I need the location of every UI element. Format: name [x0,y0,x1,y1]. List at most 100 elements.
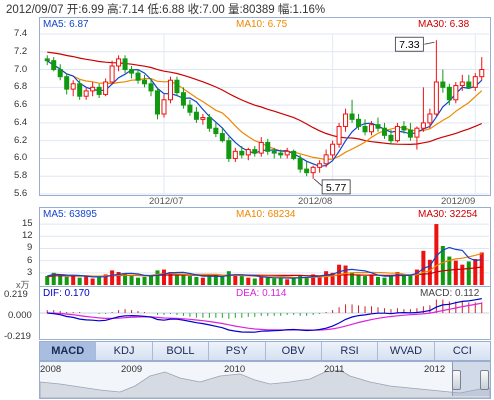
candle [368,121,375,136]
candle [388,130,394,145]
candle-body [356,118,362,127]
candle [109,60,115,84]
high-value: 7.14 [121,4,145,16]
candle-body [330,143,336,156]
volume-y-tick: 6 [27,254,33,266]
candle-body [148,83,154,92]
dif-label: DIF: 0.170 [43,288,90,299]
candle [129,66,135,79]
candle-body [232,150,238,159]
candle-body [427,113,433,124]
candle [142,74,148,88]
tab-macd[interactable]: MACD [40,342,97,360]
candle-body [362,125,368,133]
tab-wvad[interactable]: WVAD [378,342,435,360]
timeline-left-handle[interactable] [452,370,461,390]
volume-bar [123,273,128,285]
candle-body [51,60,57,71]
candle-body [70,83,76,90]
price-y-tick: 6.0 [14,152,28,164]
candle [472,73,478,91]
volume-bar [369,274,374,285]
volume-bar [252,278,257,285]
timeline-right-handle[interactable] [480,370,489,390]
candle-body [375,124,381,129]
volume-bar [330,272,335,285]
tab-boll[interactable]: BOLL [153,342,210,360]
x-tick-sep: 2012/09 [441,196,476,207]
candle-body [310,166,316,174]
volume-bar [434,224,439,285]
candle-body [258,141,264,154]
low-value: 6.88 [162,4,185,16]
candle [317,160,323,173]
low-marker-label: 5.77 [326,182,347,194]
candle-body [407,129,413,138]
candle-body [388,134,394,142]
candle [356,114,362,130]
volume-bar [84,276,89,285]
volume-bar [460,264,465,285]
tab-rsi[interactable]: RSI [322,342,379,360]
volume-bar [207,276,212,285]
macd-tick-bottom: -0.219 [4,331,31,342]
volume-bar [473,259,478,285]
volume-bar [382,277,387,285]
candle [70,80,76,97]
volume-bar [64,276,69,285]
candle-body [187,104,193,113]
candle-body [122,58,128,71]
volume-y-tick: 15 [22,218,33,230]
candle-body [271,150,277,154]
tab-psy[interactable]: PSY [209,342,266,360]
candle-body [180,92,186,106]
candle [401,121,407,134]
candle-body [206,117,212,129]
quote-date: 2012/09/07 [6,4,64,16]
quote-header: 2012/09/07 开:6.99 高:7.14 低:6.88 收:7.00 量… [6,1,325,17]
candle-body [116,58,122,67]
tab-kdj[interactable]: KDJ [96,342,153,360]
dea-label: DEA: 0.114 [236,288,287,299]
tab-cci[interactable]: CCI [452,345,472,357]
candle [103,78,109,97]
volume-bar [213,275,218,285]
tab-obv[interactable]: OBV [266,342,322,360]
candle [433,40,439,116]
candle-body [200,117,206,120]
low-marker-pointer [313,178,324,188]
candle-body [167,79,173,101]
change-value: 1.16% [292,4,326,16]
timeline-navigator[interactable]: 2008 2009 2010 2011 2012 [39,361,491,399]
price-y-tick: 7.0 [14,63,28,75]
x-tick-aug: 2012/08 [298,196,333,207]
candle [57,64,63,81]
volume-bar [77,277,82,285]
candle-body [77,83,83,97]
high-marker-pointer [424,41,435,45]
price-y-tick: 5.6 [14,188,28,199]
volume-bar [239,276,244,285]
candle-body [161,99,167,115]
candle-body [343,113,349,127]
candle [239,146,245,159]
candle [304,162,310,177]
candle-body [252,149,258,154]
volume-bar [304,276,309,285]
candle [323,149,329,168]
candle [96,83,102,98]
candle-body [433,81,439,115]
candle [232,147,238,162]
candle [64,73,70,95]
candle-body [109,65,115,83]
x-tick-jul: 2012/07 [149,196,184,207]
candle-body [245,149,251,156]
candle [278,149,284,159]
volume-bar [129,276,134,285]
candle-body [154,90,161,115]
volume-bar [298,275,303,285]
volume-bar [161,269,166,285]
candle [459,74,465,91]
volume-unit: x万 [16,280,30,290]
candle [148,78,154,97]
